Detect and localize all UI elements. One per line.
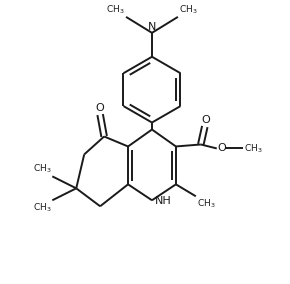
Text: N: N: [148, 22, 156, 32]
Text: O: O: [202, 114, 210, 125]
Text: NH: NH: [155, 196, 172, 206]
Text: CH$_3$: CH$_3$: [244, 142, 262, 155]
Text: CH$_3$: CH$_3$: [197, 197, 215, 210]
Text: CH$_3$: CH$_3$: [33, 163, 51, 175]
Text: CH$_3$: CH$_3$: [179, 3, 197, 16]
Text: CH$_3$: CH$_3$: [106, 3, 125, 16]
Text: O: O: [218, 143, 226, 153]
Text: CH$_3$: CH$_3$: [33, 201, 51, 214]
Text: O: O: [96, 103, 104, 112]
